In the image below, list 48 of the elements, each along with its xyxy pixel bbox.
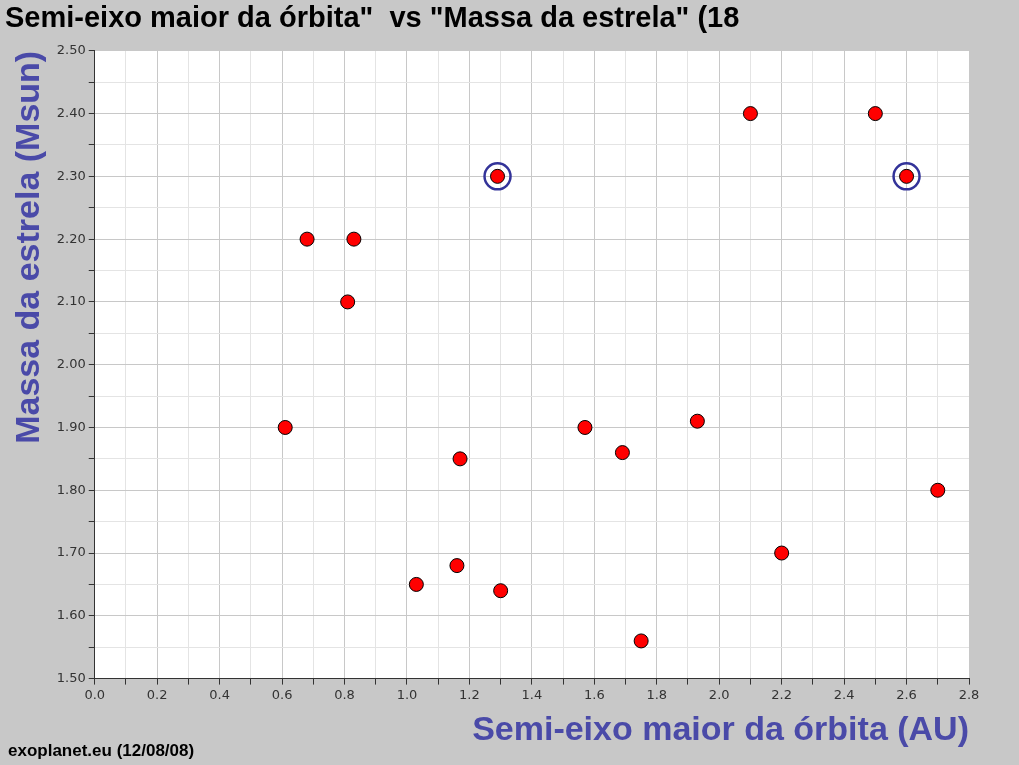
point: [689, 413, 705, 429]
point: [299, 231, 315, 247]
point: [742, 106, 758, 122]
y-tick-label: 2.20: [56, 230, 86, 246]
x-tick-label: 0.8: [334, 686, 355, 702]
y-tick-label: 1.50: [56, 669, 86, 685]
y-tick-label: 1.80: [56, 481, 86, 497]
point: [346, 231, 362, 247]
text: exoplanet.eu (12/08/08): [8, 741, 195, 761]
y-tick-label: 1.60: [56, 607, 86, 623]
point: [493, 583, 509, 599]
x-tick-label: 0.4: [209, 686, 230, 702]
y-tick-label: 2.10: [56, 293, 86, 309]
x-tick-label: 1.6: [583, 686, 605, 702]
x-tick-label: 0.0: [84, 686, 106, 702]
chart-title: Semi-eixo maior da órbita" vs "Massa da estrela" (18: [5, 1, 740, 34]
x-tick-label: 0.6: [271, 686, 293, 702]
x-tick-label: 2.0: [708, 686, 730, 702]
point: [633, 633, 649, 649]
x-tick-label: 1.8: [646, 686, 668, 702]
x-tick-label: 1.2: [459, 686, 480, 702]
point: [930, 482, 946, 498]
point: [452, 451, 468, 467]
point: [774, 545, 790, 561]
y-tick-label: 2.40: [56, 104, 86, 120]
x-tick-label: 0.2: [146, 686, 168, 702]
point: [577, 419, 593, 435]
y-tick-label: 1.90: [56, 418, 86, 434]
y-tick-label: 2.50: [56, 42, 86, 58]
x-tick-label: 2.6: [896, 686, 917, 702]
point: [614, 445, 630, 461]
x-tick-label: 2.8: [958, 686, 980, 702]
point: [892, 162, 921, 191]
point: [867, 106, 883, 122]
point: [483, 162, 512, 191]
x-tick-label: 2.2: [771, 686, 792, 702]
point: [449, 558, 465, 574]
x-tick-label: 2.4: [833, 686, 855, 702]
point: [277, 419, 293, 435]
y-tick-label: 1.70: [56, 544, 86, 560]
y-tick-label: 2.30: [56, 167, 86, 183]
point: [340, 294, 356, 310]
y-tick-label: 2.00: [56, 356, 86, 372]
x-tick-label: 1.4: [521, 686, 543, 702]
x-tick-label: 1.0: [396, 686, 418, 702]
point: [408, 576, 424, 592]
x-axis-title: Semi-eixo maior da órbita (AU): [472, 708, 969, 747]
y-axis-title: Massa da estrela (Msun): [7, 50, 46, 444]
